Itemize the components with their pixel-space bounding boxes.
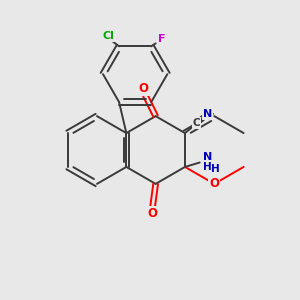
- Text: H: H: [203, 162, 212, 172]
- Text: N: N: [203, 109, 212, 119]
- Text: O: O: [209, 177, 219, 190]
- Text: O: O: [148, 207, 158, 220]
- Text: H: H: [211, 164, 220, 174]
- Text: N: N: [203, 152, 212, 162]
- Text: O: O: [139, 82, 149, 95]
- Text: F: F: [158, 34, 166, 44]
- Text: Cl: Cl: [103, 31, 115, 41]
- Text: C: C: [193, 118, 200, 128]
